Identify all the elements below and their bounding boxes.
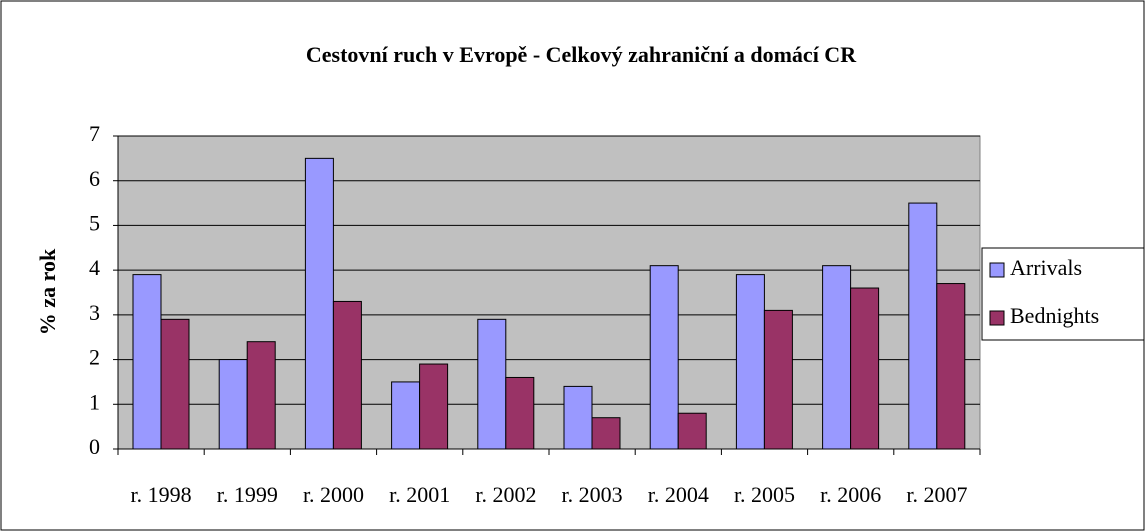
y-tick-label: 1	[89, 389, 100, 414]
bar	[822, 265, 852, 450]
y-axis-label: % za rok	[35, 248, 60, 335]
x-tick-label: r. 2007	[906, 482, 967, 507]
bar	[850, 287, 880, 450]
x-tick-label: r. 2002	[475, 482, 536, 507]
y-tick-label: 0	[89, 434, 100, 459]
bar	[218, 359, 248, 450]
bar	[304, 157, 334, 450]
bar	[477, 318, 507, 450]
bar	[563, 385, 593, 450]
legend-label: Bednights	[1010, 303, 1099, 328]
bar	[419, 363, 449, 450]
y-tick-label: 4	[89, 255, 100, 280]
chart-title: Cestovní ruch v Evropě - Celkový zahrani…	[306, 42, 857, 67]
bar	[649, 265, 679, 450]
y-tick-label: 2	[89, 345, 100, 370]
bar	[505, 376, 535, 450]
x-tick-label: r. 2000	[303, 482, 364, 507]
bar	[160, 318, 190, 450]
x-tick-label: r. 2004	[648, 482, 709, 507]
y-tick-label: 5	[89, 210, 100, 235]
x-tick-label: r. 1999	[217, 482, 278, 507]
bar	[246, 341, 276, 450]
legend-swatch	[989, 262, 1005, 278]
bar	[908, 202, 938, 450]
legend	[981, 247, 1145, 341]
x-tick-label: r. 2006	[820, 482, 881, 507]
x-tick-label: r. 2005	[734, 482, 795, 507]
bar	[735, 274, 765, 450]
y-tick-label: 7	[89, 121, 100, 146]
y-tick-label: 6	[89, 166, 100, 191]
bar	[936, 283, 966, 450]
bar	[132, 274, 162, 450]
x-tick-label: r. 1998	[131, 482, 192, 507]
bar	[591, 417, 621, 450]
x-tick-label: r. 2003	[562, 482, 623, 507]
legend-label: Arrivals	[1010, 255, 1082, 280]
legend-swatch	[989, 310, 1005, 326]
x-tick-label: r. 2001	[389, 482, 450, 507]
bar	[763, 309, 793, 450]
bar	[677, 412, 707, 450]
bar	[391, 381, 421, 450]
bar	[332, 300, 362, 450]
y-tick-label: 3	[89, 300, 100, 325]
